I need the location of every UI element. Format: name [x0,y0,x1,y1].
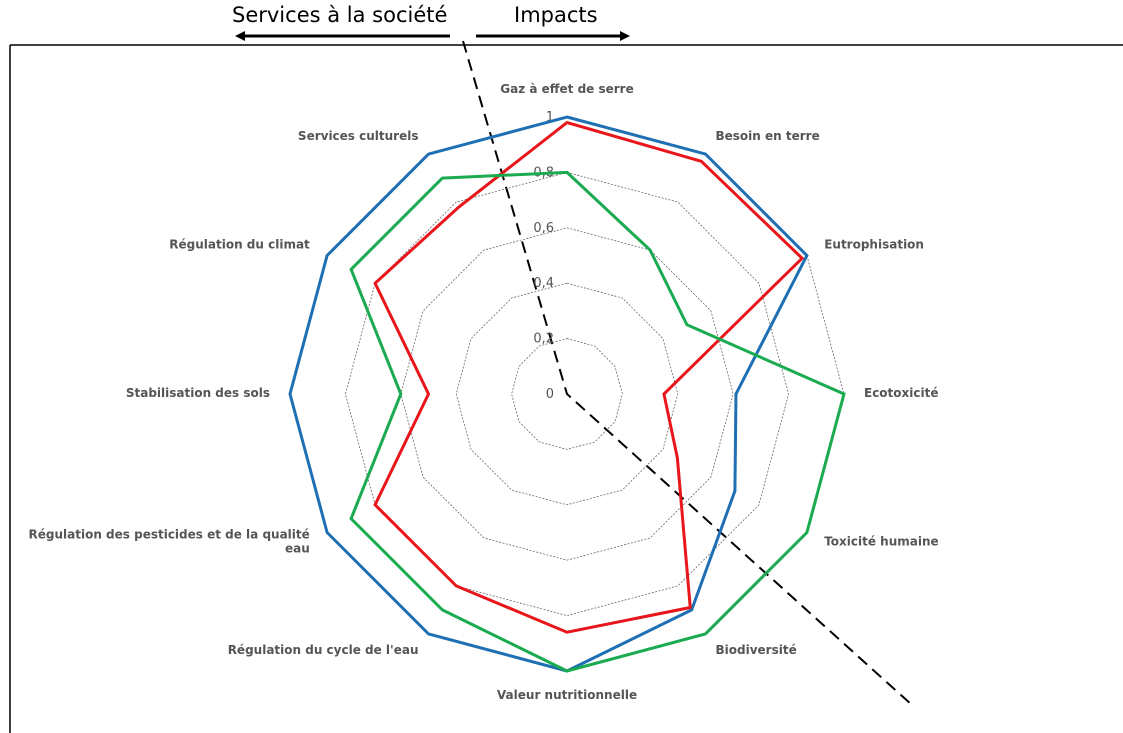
services-header-label: Services à la société [232,3,448,27]
grid-ring [400,227,734,561]
series-line-2 [373,120,805,634]
divider-dashed-line [462,40,913,706]
axis-label: Stabilisation des sols [126,386,270,400]
axis-label: Biodiversité [716,643,797,657]
radial-tick-label: 0 [546,387,554,402]
axis-label: Régulation des pesticides et de la quali… [29,528,310,556]
radial-tick-label: 0,2 [533,332,554,347]
axis-label: Régulation du cycle de l'eau [228,643,419,657]
series-line-3 [349,170,846,673]
axis-label: Gaz à effet de serre [500,82,633,96]
radial-tick-label: 0,4 [533,276,554,291]
grid-ring [455,282,679,506]
axis-label: Besoin en terre [716,129,820,143]
radial-tick-label: 1 [546,110,554,125]
impacts-header-label: Impacts [514,3,598,27]
axis-label: Services culturels [298,129,419,143]
radial-tick-label: 0,6 [533,221,554,236]
axis-label: Ecotoxicité [864,386,939,400]
axis-label: Toxicité humaine [824,535,938,549]
grid-ring [345,172,789,616]
axis-label: Valeur nutritionnelle [497,688,637,702]
grid-ring [511,338,623,450]
axis-label: Régulation du climat [169,238,310,252]
axis-label: Eutrophisation [824,238,924,252]
